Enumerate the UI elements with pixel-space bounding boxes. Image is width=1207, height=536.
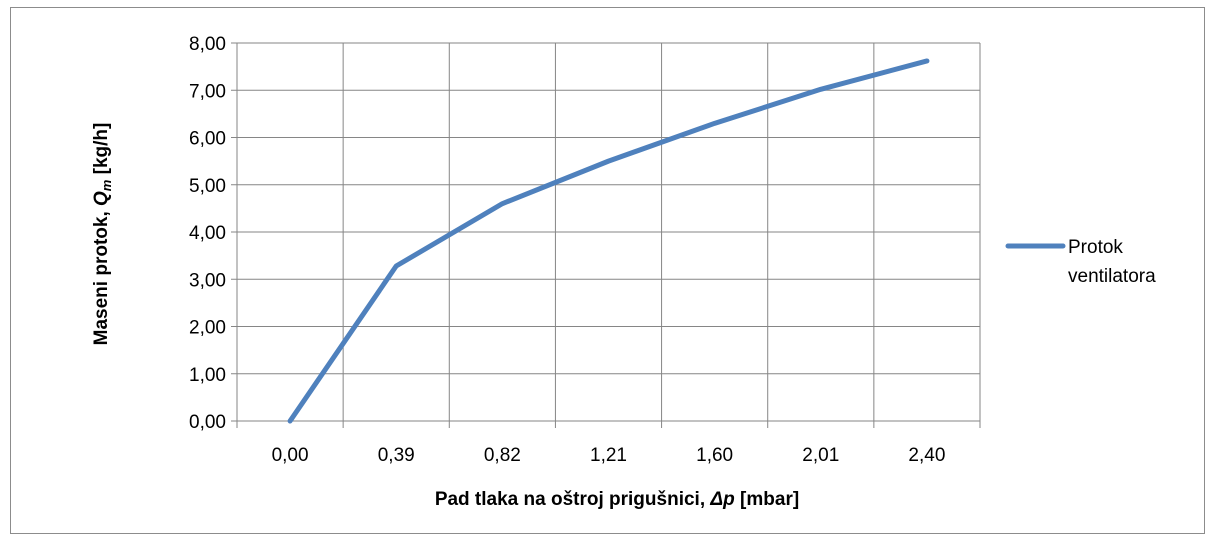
data-point: [608, 160, 609, 162]
data-point: [714, 122, 716, 124]
y-tick-label: 0,00: [189, 412, 226, 433]
y-tick-label: 5,00: [189, 176, 226, 197]
legend: Protok ventilatora: [1005, 237, 1156, 287]
y-tick-label: 4,00: [189, 223, 226, 244]
y-axis-title: Maseni protok, Qm [kg/h]: [91, 123, 114, 346]
data-point: [289, 420, 291, 422]
data-point: [926, 60, 928, 62]
x-axis-title: Pad tlaka na oštroj prigušnici, Δp [mbar…: [435, 489, 799, 510]
series-layer: [287, 58, 930, 424]
data-point: [395, 265, 397, 267]
legend-label-line-2: ventilatora: [1068, 266, 1156, 287]
series-line: [287, 58, 930, 424]
data-point: [501, 203, 503, 205]
y-tick-label: 6,00: [189, 129, 226, 150]
axes: [231, 42, 981, 428]
x-tick-label: 2,40: [908, 445, 945, 466]
y-tick-labels: 0,00 1,00 2,00 3,00 4,00 5,00 6,00 7,00 8,00: [189, 34, 226, 433]
x-tick-label: 0,39: [378, 445, 415, 466]
y-tick-label: 1,00: [189, 365, 226, 386]
y-tick-label: 7,00: [189, 81, 226, 102]
x-tick-label: 0,82: [484, 445, 521, 466]
grid: [237, 42, 981, 421]
x-tick-label: 2,01: [802, 445, 839, 466]
x-tick-label: 0,00: [272, 445, 309, 466]
y-tick-label: 3,00: [189, 270, 226, 291]
y-tick-label: 8,00: [189, 34, 226, 55]
legend-label-line-1: Protok: [1068, 237, 1123, 258]
data-point: [820, 88, 822, 90]
x-tick-labels: 0,00 0,39 0,82 1,21 1,60 2,01 2,40: [272, 445, 946, 466]
x-tick-label: 1,21: [590, 445, 627, 466]
x-tick-label: 1,60: [696, 445, 733, 466]
y-tick-label: 2,00: [189, 318, 226, 339]
chart-frame: [10, 7, 1205, 534]
